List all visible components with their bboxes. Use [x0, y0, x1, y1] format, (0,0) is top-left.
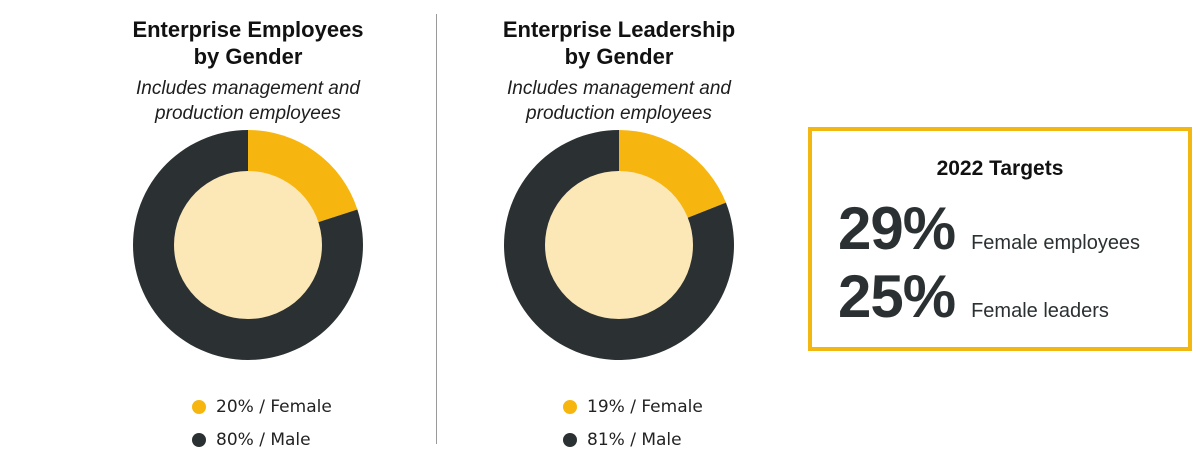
chart-legend: 20% / Female 80% / Male — [192, 390, 332, 456]
targets-title: 2022 Targets — [936, 157, 1064, 180]
chart-title-line1: Enterprise Leadership — [502, 17, 736, 42]
legend-item-female: 19% / Female — [563, 390, 703, 423]
donut-center — [545, 171, 693, 319]
legend-label-female: 19% / Female — [587, 396, 703, 417]
legend-label-male: 80% / Male — [216, 429, 311, 450]
target-label-leaders: Female leaders — [971, 300, 1109, 322]
chart-subtitle: Includes management and production emplo… — [108, 76, 388, 126]
divider — [436, 14, 437, 444]
target-value-leaders: 25% — [838, 263, 956, 330]
chart-subtitle-line2: production employees — [526, 103, 712, 124]
chart-title: Enterprise Employees by Gender — [108, 16, 388, 70]
chart-legend: 19% / Female 81% / Male — [563, 390, 703, 456]
chart-subtitle-line1: Includes management and — [136, 78, 360, 99]
donut-center — [174, 171, 322, 319]
legend-item-male: 81% / Male — [563, 423, 703, 456]
female-swatch-icon — [192, 399, 206, 414]
chart-subtitle-line2: production employees — [155, 103, 341, 124]
female-swatch-icon — [563, 399, 577, 414]
male-swatch-icon — [192, 432, 206, 447]
chart-title-line1: Enterprise Employees — [132, 17, 364, 42]
male-swatch-icon — [563, 432, 577, 447]
chart-subtitle-line1: Includes management and — [507, 78, 731, 99]
legend-label-female: 20% / Female — [216, 396, 332, 417]
legend-item-male: 80% / Male — [192, 423, 332, 456]
target-value-employees: 29% — [838, 195, 956, 262]
chart-subtitle: Includes management and production emplo… — [479, 76, 759, 126]
leadership-donut-chart — [504, 130, 734, 360]
chart-title-line2: by Gender — [564, 44, 674, 69]
targets-box: 2022 Targets 29% Female employees 25% Fe… — [808, 127, 1192, 351]
legend-label-male: 81% / Male — [587, 429, 682, 450]
target-row-employees: 29% Female employees — [838, 197, 1140, 261]
target-row-leaders: 25% Female leaders — [838, 265, 1109, 329]
leadership-gender-panel: Enterprise Leadership by Gender Includes… — [479, 0, 759, 450]
employees-gender-panel: Enterprise Employees by Gender Includes … — [108, 0, 388, 450]
chart-title: Enterprise Leadership by Gender — [479, 16, 759, 70]
legend-item-female: 20% / Female — [192, 390, 332, 423]
employees-donut-chart — [132, 130, 363, 360]
chart-title-line2: by Gender — [193, 44, 303, 69]
target-label-employees: Female employees — [971, 232, 1141, 254]
